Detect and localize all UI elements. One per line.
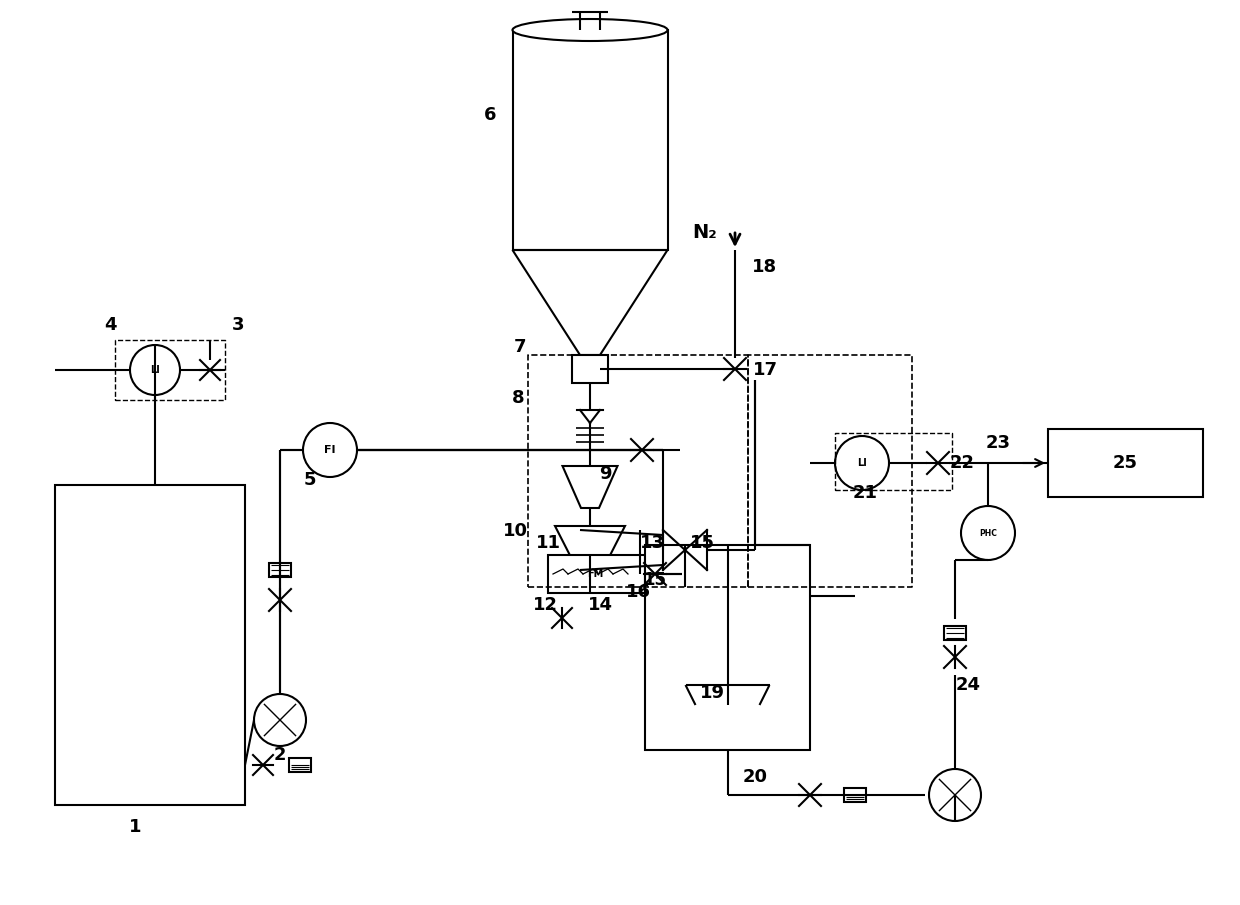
Bar — [572, 355, 608, 383]
Text: 24: 24 — [956, 676, 981, 694]
Text: 8: 8 — [512, 389, 525, 407]
Text: 9: 9 — [599, 465, 611, 483]
Text: 13: 13 — [640, 534, 665, 552]
Text: 7: 7 — [513, 338, 526, 356]
Bar — [645, 545, 810, 750]
Text: FM: FM — [587, 569, 603, 579]
Text: 20: 20 — [743, 768, 768, 786]
Bar — [289, 758, 311, 772]
Circle shape — [303, 423, 357, 477]
Text: 11: 11 — [536, 534, 560, 552]
Text: 18: 18 — [753, 258, 777, 276]
Bar — [1048, 429, 1203, 497]
Text: 15: 15 — [644, 571, 667, 589]
Text: 6: 6 — [484, 106, 496, 124]
Text: 14: 14 — [588, 596, 613, 614]
Bar — [548, 555, 645, 593]
Text: N₂: N₂ — [693, 224, 718, 243]
Text: 21: 21 — [853, 484, 878, 502]
Text: 25: 25 — [1112, 454, 1137, 472]
Circle shape — [130, 345, 180, 395]
Text: 3: 3 — [232, 316, 244, 334]
Text: 4: 4 — [104, 316, 117, 334]
Text: 2: 2 — [274, 746, 286, 764]
Text: 19: 19 — [699, 684, 724, 702]
Text: LI: LI — [857, 458, 867, 468]
Circle shape — [929, 769, 981, 821]
Text: 1: 1 — [129, 818, 141, 836]
Text: 22: 22 — [950, 454, 975, 472]
Circle shape — [254, 694, 306, 746]
Text: 16: 16 — [625, 583, 651, 601]
Text: 17: 17 — [753, 361, 777, 379]
Text: 5: 5 — [304, 471, 316, 489]
Text: FI: FI — [324, 445, 336, 455]
Text: 10: 10 — [502, 522, 527, 540]
Bar — [844, 788, 866, 802]
Ellipse shape — [512, 19, 667, 41]
Text: LI: LI — [150, 365, 160, 375]
Text: 15: 15 — [689, 534, 714, 552]
Bar — [55, 485, 246, 805]
Text: PHC: PHC — [980, 529, 997, 538]
Bar — [269, 563, 291, 577]
Circle shape — [961, 506, 1016, 560]
Bar — [512, 30, 667, 250]
Text: 23: 23 — [986, 434, 1011, 452]
Bar — [944, 626, 966, 640]
Text: 12: 12 — [532, 596, 558, 614]
Circle shape — [835, 436, 889, 490]
